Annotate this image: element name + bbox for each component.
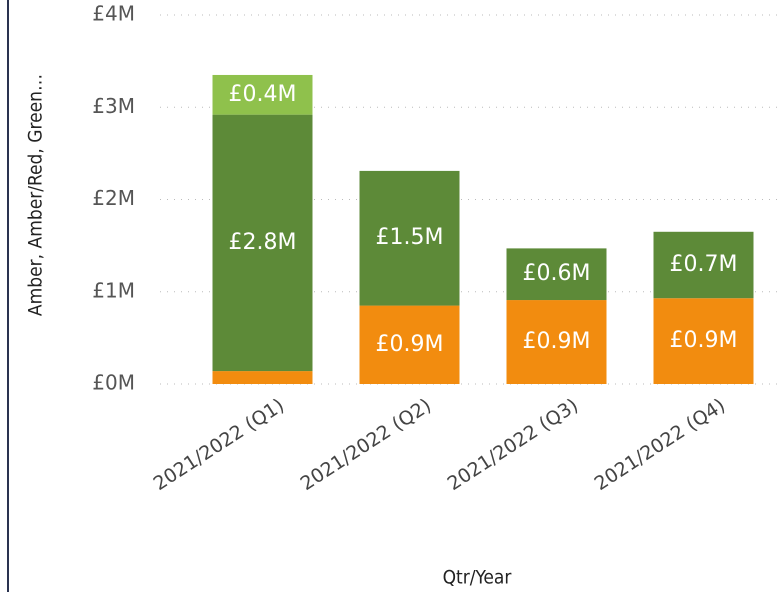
y-tick-label: £1M [92,278,135,302]
bar-segment [212,114,313,372]
bar-segment [359,170,460,306]
y-tick-label: £0M [92,371,135,395]
data-label: £0.9M [670,328,738,353]
data-label: £0.4M [229,82,297,107]
data-label: £0.6M [523,261,591,286]
bar-segment [212,371,313,384]
data-label: £0.7M [670,252,738,277]
y-axis-label: Amber, Amber/Red, Green… [25,74,47,316]
data-label: £0.9M [376,332,444,357]
data-label: £0.9M [523,329,591,354]
y-tick-label: £2M [92,186,135,210]
data-label: £2.8M [229,230,297,255]
x-tick-label: 2021/2022 (Q1) [150,394,289,495]
x-axis-label: Qtr/Year [443,567,513,589]
bar-segment [359,305,460,384]
bar-segment [653,298,754,384]
x-tick-label: 2021/2022 (Q2) [297,394,436,495]
y-tick-label: £4M [92,2,135,26]
x-tick-label: 2021/2022 (Q4) [591,394,730,495]
bar-segment [506,248,607,301]
bar-segment [212,74,313,115]
x-tick-label: 2021/2022 (Q3) [444,394,583,495]
bar-segment [653,231,754,299]
y-tick-label: £3M [92,94,135,118]
bar-segment [506,300,607,384]
data-label: £1.5M [376,225,444,250]
